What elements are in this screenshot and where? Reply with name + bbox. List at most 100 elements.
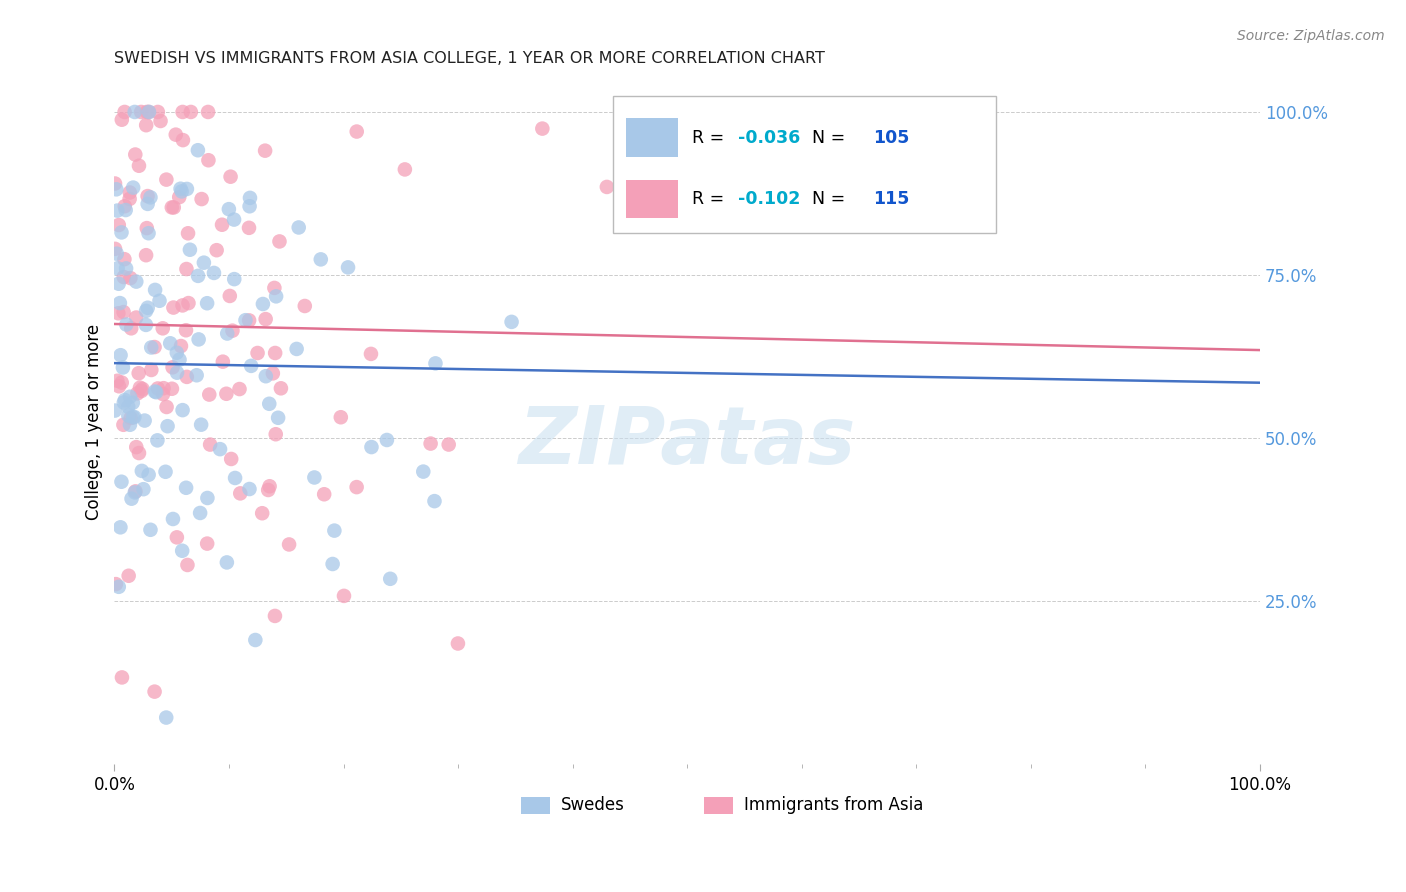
Point xyxy=(193,255,215,269)
Point xyxy=(222,212,245,227)
Point xyxy=(228,382,250,396)
Point xyxy=(246,346,269,360)
Point xyxy=(152,321,174,335)
Point xyxy=(188,506,211,520)
Point xyxy=(278,537,301,551)
Point xyxy=(254,312,277,326)
FancyBboxPatch shape xyxy=(627,180,678,219)
Point xyxy=(425,356,447,370)
Point xyxy=(146,105,169,120)
Y-axis label: College, 1 year or more: College, 1 year or more xyxy=(86,324,103,520)
Point xyxy=(205,243,228,257)
Point xyxy=(114,105,136,120)
Point xyxy=(132,482,155,496)
Point xyxy=(125,310,148,325)
Text: ZIPatas: ZIPatas xyxy=(519,403,856,482)
Point xyxy=(162,360,184,375)
Point xyxy=(117,400,139,414)
Point xyxy=(112,270,135,285)
Point xyxy=(176,262,198,277)
Point xyxy=(172,298,194,312)
Point xyxy=(322,557,344,571)
Point xyxy=(177,227,200,241)
Point xyxy=(346,480,368,494)
Point xyxy=(118,417,141,432)
Point xyxy=(229,486,252,500)
Point xyxy=(122,410,145,425)
Point xyxy=(423,494,446,508)
Point xyxy=(129,381,152,395)
Point xyxy=(135,221,157,235)
Point xyxy=(155,465,177,479)
Text: N =: N = xyxy=(800,190,851,208)
Point xyxy=(112,305,135,319)
Point xyxy=(136,189,159,203)
Point xyxy=(108,296,131,310)
Point xyxy=(174,481,197,495)
Point xyxy=(155,710,177,724)
Point xyxy=(166,366,188,380)
Point xyxy=(238,482,260,496)
Point xyxy=(254,144,277,158)
Point xyxy=(136,197,159,211)
Point xyxy=(419,436,441,450)
Point xyxy=(120,321,142,335)
Point xyxy=(596,180,619,194)
Point xyxy=(141,363,163,377)
FancyBboxPatch shape xyxy=(704,797,733,814)
Point xyxy=(162,512,184,526)
Point xyxy=(250,506,273,520)
Text: -0.102: -0.102 xyxy=(738,190,800,208)
Point xyxy=(121,491,143,506)
Point xyxy=(262,367,284,381)
Point xyxy=(112,252,135,267)
Point xyxy=(187,268,209,283)
Point xyxy=(122,180,145,194)
Point xyxy=(437,437,460,451)
Point xyxy=(245,632,267,647)
Point xyxy=(195,296,218,310)
Point xyxy=(124,410,146,425)
Point xyxy=(107,580,129,594)
Point xyxy=(124,484,146,499)
Point xyxy=(176,370,198,384)
Point xyxy=(447,636,470,650)
Point xyxy=(264,346,287,360)
Text: N =: N = xyxy=(800,128,851,146)
Point xyxy=(165,128,187,142)
Point xyxy=(105,203,128,218)
Point xyxy=(219,452,242,467)
Point xyxy=(239,199,262,213)
Point xyxy=(139,190,162,204)
Point xyxy=(124,485,146,500)
Point xyxy=(107,218,129,232)
Point xyxy=(287,220,309,235)
Point xyxy=(156,419,179,434)
Point xyxy=(190,192,212,206)
Point xyxy=(224,272,246,286)
Point xyxy=(218,202,240,216)
Point xyxy=(346,124,368,138)
Point xyxy=(120,411,142,425)
Point xyxy=(170,185,193,199)
Text: Immigrants from Asia: Immigrants from Asia xyxy=(744,797,924,814)
Point xyxy=(155,172,177,186)
Point xyxy=(202,266,225,280)
Point xyxy=(254,369,277,384)
Point xyxy=(146,434,169,448)
Point xyxy=(375,433,398,447)
Text: R =: R = xyxy=(692,128,730,146)
Point xyxy=(110,475,132,489)
Point xyxy=(107,277,129,291)
Point xyxy=(121,395,143,409)
Point xyxy=(304,470,326,484)
Point xyxy=(285,342,308,356)
Point xyxy=(105,182,128,196)
Point xyxy=(239,191,262,205)
Point xyxy=(160,200,183,214)
Point xyxy=(125,440,148,454)
Point xyxy=(235,313,257,327)
Point xyxy=(169,182,191,196)
Point xyxy=(172,403,194,417)
Point xyxy=(170,339,193,353)
